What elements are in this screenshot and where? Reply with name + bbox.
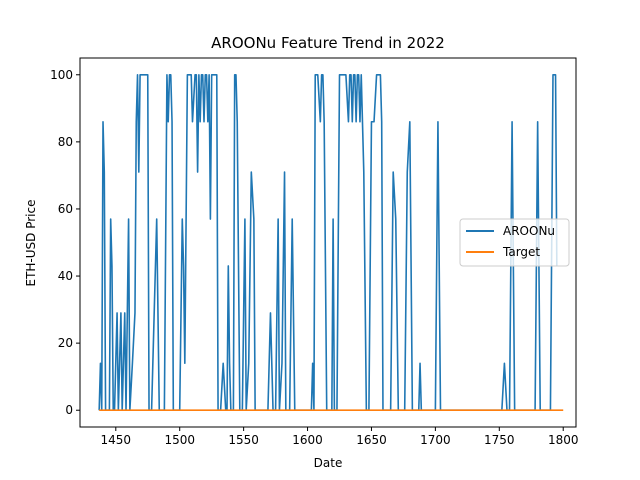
y-tick-label: 20 xyxy=(58,336,73,350)
x-tick-label: 1450 xyxy=(101,433,132,447)
x-tick-label: 1650 xyxy=(356,433,387,447)
x-tick-label: 1500 xyxy=(164,433,195,447)
y-tick-label: 60 xyxy=(58,202,73,216)
plot-area xyxy=(98,73,564,412)
y-tick-label: 80 xyxy=(58,135,73,149)
y-tick-label: 40 xyxy=(58,269,73,283)
legend-label-target: Target xyxy=(502,245,540,259)
x-axis: 1450 1500 1550 1600 1650 1700 1750 1800 xyxy=(101,427,579,447)
x-axis-label: Date xyxy=(314,456,343,470)
y-tick-label: 100 xyxy=(50,68,73,82)
x-tick-label: 1600 xyxy=(292,433,323,447)
x-tick-label: 1800 xyxy=(548,433,579,447)
chart-title: AROONu Feature Trend in 2022 xyxy=(211,34,445,52)
y-axis: 0 20 40 60 80 100 xyxy=(50,68,80,417)
plot-frame xyxy=(79,57,577,428)
y-tick-label: 0 xyxy=(65,403,73,417)
legend-label-aroonu: AROONu xyxy=(503,224,555,238)
y-axis-label: ETH-USD Price xyxy=(24,200,38,287)
x-tick-label: 1550 xyxy=(228,433,259,447)
x-tick-label: 1750 xyxy=(484,433,515,447)
x-tick-label: 1700 xyxy=(420,433,451,447)
legend: AROONu Target xyxy=(459,218,570,267)
